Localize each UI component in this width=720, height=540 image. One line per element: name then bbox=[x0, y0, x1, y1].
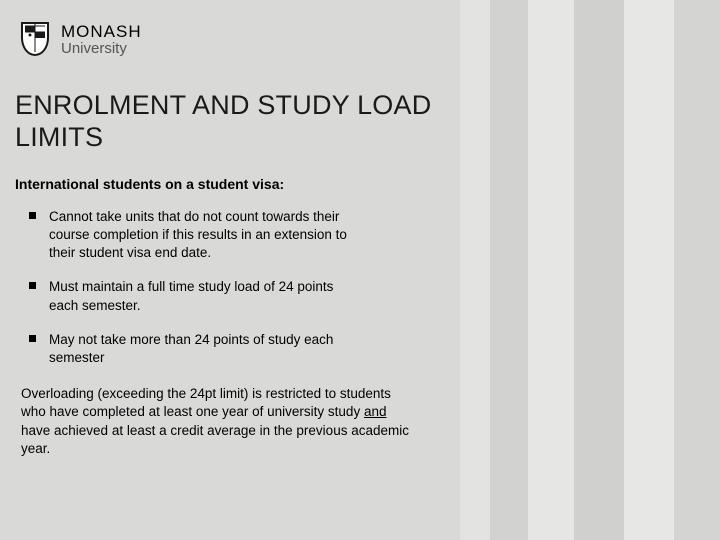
bullet-item: Cannot take units that do not count towa… bbox=[29, 208, 359, 263]
subtitle: International students on a student visa… bbox=[15, 176, 448, 192]
crest-icon bbox=[17, 20, 53, 60]
logo-sub: University bbox=[61, 41, 142, 57]
bullet-list: Cannot take units that do not count towa… bbox=[29, 208, 448, 368]
background-stripes bbox=[460, 0, 720, 540]
bg-stripe bbox=[490, 0, 528, 540]
footnote-pre: Overloading (exceeding the 24pt limit) i… bbox=[21, 386, 391, 419]
bullet-item: May not take more than 24 points of stud… bbox=[29, 331, 359, 367]
bg-stripe bbox=[528, 0, 574, 540]
logo-name: MONASH bbox=[61, 23, 142, 41]
bullet-item: Must maintain a full time study load of … bbox=[29, 278, 359, 314]
bg-stripe bbox=[624, 0, 674, 540]
logo-text: MONASH University bbox=[61, 23, 142, 57]
footnote-and: and bbox=[364, 404, 387, 419]
bg-stripe bbox=[674, 0, 720, 540]
logo: MONASH University bbox=[17, 20, 448, 60]
slide-title: ENROLMENT AND STUDY LOAD LIMITS bbox=[15, 90, 448, 154]
footnote-post: have achieved at least a credit average … bbox=[21, 423, 409, 456]
bg-stripe bbox=[460, 0, 490, 540]
slide-content: MONASH University ENROLMENT AND STUDY LO… bbox=[0, 0, 460, 470]
footnote: Overloading (exceeding the 24pt limit) i… bbox=[21, 385, 411, 458]
bg-stripe bbox=[574, 0, 624, 540]
